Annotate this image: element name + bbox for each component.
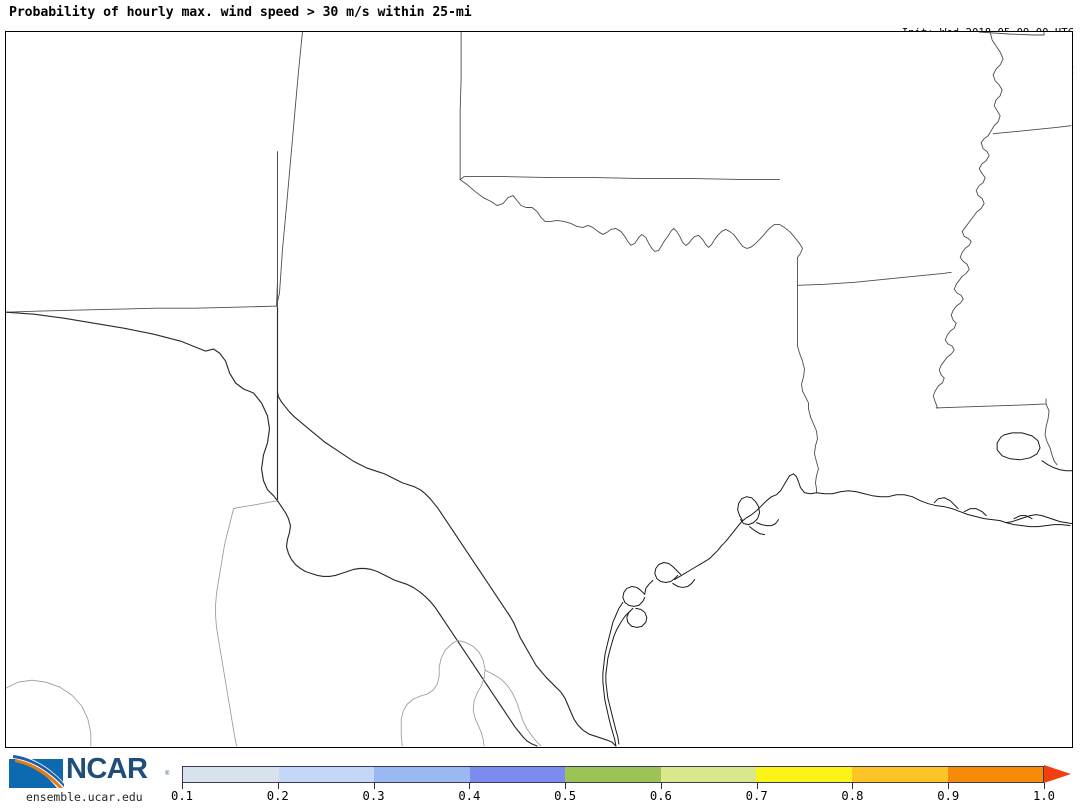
colorbar-tick (756, 783, 758, 789)
border-rio-grande (276, 500, 538, 747)
plot-header: Probability of hourly max. wind speed > … (0, 0, 1080, 77)
ensemble-url-label: ensemble.ucar.edu (26, 790, 143, 804)
ncar-logo[interactable]: NCAR ® ensemble.ucar.edu (4, 752, 170, 804)
colorbar-tick (277, 783, 279, 789)
colorbar-band-4 (469, 767, 566, 782)
border-louisiana-mississippi (1044, 403, 1058, 466)
colorbar-tick-label: 0.5 (554, 789, 577, 803)
border-arkansas-louisiana (935, 398, 1047, 409)
border-sabine-river (808, 408, 819, 494)
coastline-lake-pontchartrain (996, 432, 1041, 461)
colorbar-band-3 (374, 767, 470, 782)
coastline-corpus-christi-bay (626, 607, 648, 628)
colorbar-tick (565, 783, 567, 789)
page-title: Probability of hourly max. wind speed > … (9, 5, 472, 20)
colorbar-tick-label: 0.3 (362, 789, 385, 803)
colorbar-band-5 (565, 767, 661, 782)
border-texas-arkansas (797, 260, 809, 410)
coastline-padre-island (605, 610, 631, 745)
border-mexico-state-5 (484, 669, 542, 747)
colorbar-tick (1044, 783, 1045, 789)
border-oklahoma-arkansas (797, 271, 952, 286)
colorbar-band-7 (756, 767, 852, 782)
coastline-matagorda-bay (654, 562, 682, 583)
border-oklahoma-panhandle-west (459, 32, 462, 181)
coastline-aransas-bay (622, 585, 646, 607)
coastline-upper-texas (674, 473, 817, 580)
border-new-mexico (6, 32, 303, 313)
colorbar-tick (469, 783, 471, 789)
colorbar-tick-label: 0.9 (937, 789, 960, 803)
colorbar-band-2 (278, 767, 375, 782)
plot-footer: NCAR ® ensemble.ucar.edu 0.1 0.2 0.3 0.4 0.5… (0, 748, 1080, 810)
border-mexico-state-6 (233, 500, 278, 510)
border-mississippi-north (992, 125, 1072, 135)
colorbar-tick-label: 0.4 (458, 789, 481, 803)
coastline-galveston-island (749, 519, 780, 536)
colorbar-tick-label: 0.7 (745, 789, 768, 803)
border-rio-grande-lower (276, 306, 617, 747)
coastline-marsh-detail (933, 497, 1033, 520)
colorbar-tick (660, 783, 662, 789)
border-texas-panhandle-north (459, 176, 780, 181)
colorbar-band-6 (660, 767, 757, 782)
colorbar-tick (948, 783, 950, 789)
border-mexico-state-2 (6, 679, 92, 747)
colorbar-band-8 (851, 767, 948, 782)
colorbar-tick-label: 0.2 (266, 789, 289, 803)
coastline-galveston-bay (737, 496, 761, 526)
colorbar-tick (373, 783, 375, 789)
ncar-wordmark: NCAR (66, 753, 148, 785)
coastline-atchafalaya (1005, 514, 1072, 525)
map-panel[interactable] (5, 31, 1073, 748)
border-mississippi-river (932, 32, 1004, 409)
border-mexico-state-3 (400, 639, 458, 747)
colorbar-band-1 (183, 767, 279, 782)
registered-trademark-icon: ® (165, 771, 170, 777)
coastline-gulf-east (1005, 522, 1071, 528)
map-geography (6, 32, 1072, 747)
ncar-swoosh-icon (9, 754, 64, 788)
coastline-louisiana-west (815, 490, 1007, 524)
border-rio-grande-upper (6, 311, 279, 502)
colorbar-tick-label: 0.8 (841, 789, 864, 803)
colorbar-bands[interactable] (182, 766, 1044, 783)
border-mexico-state-4 (456, 639, 486, 747)
border-red-river (459, 179, 803, 262)
colorbar-tick-label: 0.6 (649, 789, 672, 803)
colorbar-tick (852, 783, 854, 789)
border-mexico-state-1 (215, 508, 237, 747)
colorbar-tick-label: 1.0 (1032, 789, 1056, 803)
colorbar-band-9 (947, 767, 1044, 782)
probability-colorbar[interactable]: 0.1 0.2 0.3 0.4 0.5 0.6 0.7 0.8 0.9 1.0 (171, 765, 1080, 806)
coastline-louisiana-delta (1041, 460, 1072, 472)
coastline-matagorda-peninsula (644, 578, 696, 594)
colorbar-extend-arrow (1044, 765, 1071, 783)
border-tennessee-segment (978, 32, 1045, 36)
colorbar-tick (182, 783, 183, 789)
colorbar-tick-label: 0.1 (170, 789, 194, 803)
coastline-laguna-madre (602, 601, 624, 747)
